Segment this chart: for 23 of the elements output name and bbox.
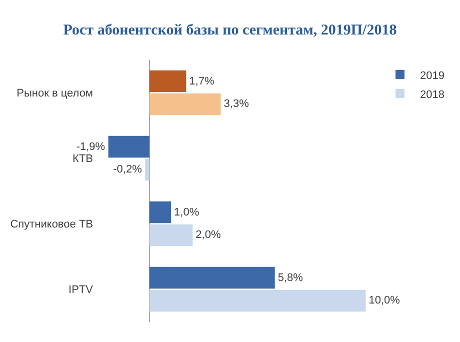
y-tick-label: КТВ [72, 153, 93, 166]
y-tick-label: IPTV [68, 284, 94, 296]
data-label: 3,3% [224, 98, 250, 110]
bar [145, 158, 150, 181]
data-label: 10,0% [368, 294, 400, 307]
bar [149, 70, 186, 92]
legend-label: 2018 [420, 88, 444, 101]
bar [149, 224, 193, 246]
y-tick-label: Рынок в целом [16, 88, 93, 100]
bar [149, 266, 275, 289]
bar [149, 201, 172, 224]
bar [108, 136, 150, 158]
bar [149, 93, 221, 116]
data-label: -1,9% [76, 140, 106, 153]
y-tick-label: Спутниковое ТВ [10, 218, 93, 231]
legend-label: 2019 [420, 70, 444, 82]
data-label: 1,7% [189, 75, 214, 88]
bar [149, 290, 366, 312]
data-label: 1,0% [174, 206, 200, 218]
data-label: -0,2% [113, 164, 142, 176]
data-label: 5,8% [278, 272, 304, 284]
data-label: 2,0% [196, 229, 221, 242]
chart-title: Рост абонентской базы по сегментам, 2019П/2018 [63, 22, 397, 38]
